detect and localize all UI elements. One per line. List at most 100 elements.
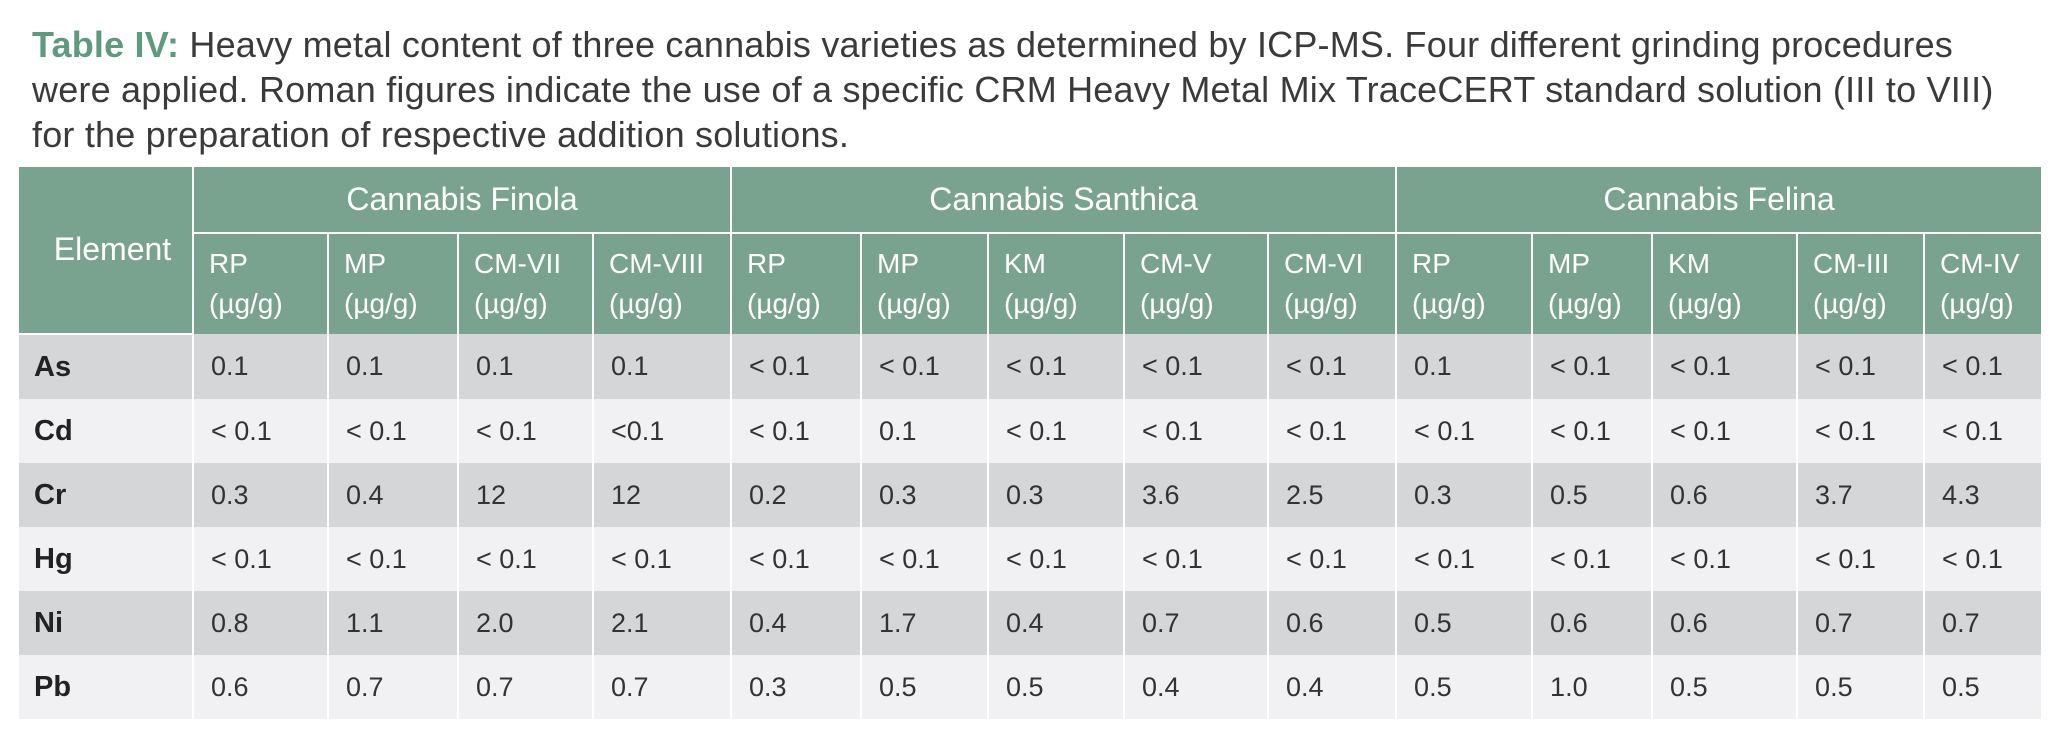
value-cell: < 0.1 [1796, 399, 1926, 463]
value-cell: < 0.1 [327, 399, 459, 463]
value-cell: 0.4 [1123, 655, 1269, 719]
value-cell: < 0.1 [860, 527, 989, 591]
value-cell: < 0.1 [1923, 527, 2044, 591]
value-cell: 0.7 [1796, 591, 1926, 655]
value-cell: 12 [457, 463, 594, 527]
value-cell: < 0.1 [1531, 334, 1654, 399]
table-row: As 0.1 0.1 0.1 0.1 < 0.1 < 0.1 < 0.1 < 0.1 < 0.1 0… [17, 334, 2044, 399]
table-row: Ni 0.8 1.1 2.0 2.1 0.4 1.7 0.4 0.7 0.6 0.5 0.6 0.6 0.… [17, 591, 2044, 655]
value-cell: 0.6 [1651, 591, 1799, 655]
table-body: As 0.1 0.1 0.1 0.1 < 0.1 < 0.1 < 0.1 < 0.1 < 0.1 0… [17, 334, 2044, 719]
value-cell: < 0.1 [1266, 399, 1398, 463]
group-header-felina: Cannabis Felina [1395, 167, 2044, 234]
value-cell: 0.1 [860, 399, 989, 463]
table-row: Pb 0.6 0.7 0.7 0.7 0.3 0.5 0.5 0.4 0.4 0.5 1.0 0.5 0.… [17, 655, 2044, 719]
value-cell: 0.6 [1531, 591, 1654, 655]
value-cell: < 0.1 [1395, 527, 1534, 591]
value-cell: 0.2 [730, 463, 862, 527]
value-cell: < 0.1 [1395, 399, 1534, 463]
column-header: CM-VI (µg/g) [1266, 233, 1398, 334]
value-cell: 0.1 [457, 334, 594, 399]
value-cell: < 0.1 [1531, 399, 1654, 463]
value-cell: 1.0 [1531, 655, 1654, 719]
value-cell: 3.7 [1796, 463, 1926, 527]
element-cell: Cd [17, 399, 194, 463]
caption-text: Heavy metal content of three cannabis va… [32, 24, 1994, 155]
value-cell: 3.6 [1123, 463, 1269, 527]
value-cell: 0.7 [1123, 591, 1269, 655]
element-cell: Ni [17, 591, 194, 655]
value-cell: < 0.1 [1651, 334, 1799, 399]
column-header: CM-III (µg/g) [1796, 233, 1926, 334]
value-cell: < 0.1 [1651, 399, 1799, 463]
column-header: CM-IV (µg/g) [1923, 233, 2044, 334]
value-cell: < 0.1 [1123, 399, 1269, 463]
table-row: Cr 0.3 0.4 12 12 0.2 0.3 0.3 3.6 2.5 0.3 0.5 0.6 3.7 4… [17, 463, 2044, 527]
value-cell: 0.5 [987, 655, 1125, 719]
column-header: MP (µg/g) [860, 233, 989, 334]
value-cell: <0.1 [592, 399, 732, 463]
value-cell: < 0.1 [860, 334, 989, 399]
value-cell: 0.4 [730, 591, 862, 655]
value-cell: 0.5 [1923, 655, 2044, 719]
value-cell: < 0.1 [592, 527, 732, 591]
value-cell: 2.1 [592, 591, 732, 655]
table-row: Cd < 0.1 < 0.1 < 0.1 <0.1 < 0.1 0.1 < 0.1 < 0.1 <… [17, 399, 2044, 463]
value-cell: 0.8 [192, 591, 329, 655]
column-header: MP (µg/g) [1531, 233, 1654, 334]
value-cell: < 0.1 [1923, 399, 2044, 463]
value-cell: 0.6 [1651, 463, 1799, 527]
heavy-metal-table: Element Cannabis Finola Cannabis Santhic… [17, 167, 2044, 719]
column-header: RP (µg/g) [1395, 233, 1534, 334]
value-cell: < 0.1 [987, 334, 1125, 399]
value-cell: 0.5 [1796, 655, 1926, 719]
value-cell: 0.3 [192, 463, 329, 527]
table-caption: Table IV: Heavy metal content of three c… [32, 22, 2032, 157]
value-cell: 2.5 [1266, 463, 1398, 527]
value-cell: 0.7 [457, 655, 594, 719]
value-cell: < 0.1 [1651, 527, 1799, 591]
element-cell: Hg [17, 527, 194, 591]
value-cell: < 0.1 [1123, 334, 1269, 399]
group-header-finola: Cannabis Finola [192, 167, 732, 234]
column-header: CM-VIII (µg/g) [592, 233, 732, 334]
element-cell: Pb [17, 655, 194, 719]
value-cell: < 0.1 [987, 399, 1125, 463]
value-cell: < 0.1 [730, 399, 862, 463]
column-header: RP (µg/g) [730, 233, 862, 334]
value-cell: 0.5 [1395, 655, 1534, 719]
column-header: MP (µg/g) [327, 233, 459, 334]
value-cell: < 0.1 [1531, 527, 1654, 591]
value-cell: 2.0 [457, 591, 594, 655]
column-header: CM-V (µg/g) [1123, 233, 1269, 334]
value-cell: 0.1 [327, 334, 459, 399]
value-cell: 0.5 [1651, 655, 1799, 719]
value-cell: < 0.1 [1266, 334, 1398, 399]
value-cell: 0.5 [1531, 463, 1654, 527]
column-header: CM-VII (µg/g) [457, 233, 594, 334]
column-header: RP (µg/g) [192, 233, 329, 334]
value-cell: 0.3 [860, 463, 989, 527]
value-cell: < 0.1 [1796, 334, 1926, 399]
value-cell: 0.4 [987, 591, 1125, 655]
value-cell: 0.1 [592, 334, 732, 399]
value-cell: 0.7 [1923, 591, 2044, 655]
table-row: Hg < 0.1 < 0.1 < 0.1 < 0.1 < 0.1 < 0.1 < 0.1 < 0… [17, 527, 2044, 591]
value-cell: 0.4 [327, 463, 459, 527]
value-cell: 0.4 [1266, 655, 1398, 719]
element-cell: Cr [17, 463, 194, 527]
value-cell: 0.5 [1395, 591, 1534, 655]
value-cell: < 0.1 [730, 334, 862, 399]
value-cell: < 0.1 [192, 399, 329, 463]
value-cell: < 0.1 [327, 527, 459, 591]
caption-label: Table IV: [32, 24, 180, 65]
value-cell: < 0.1 [730, 527, 862, 591]
value-cell: 0.3 [987, 463, 1125, 527]
value-cell: 12 [592, 463, 732, 527]
value-cell: < 0.1 [1266, 527, 1398, 591]
value-cell: 0.7 [327, 655, 459, 719]
value-cell: 0.6 [1266, 591, 1398, 655]
value-cell: 1.7 [860, 591, 989, 655]
column-header: KM (µg/g) [1651, 233, 1799, 334]
value-cell: 0.1 [1395, 334, 1534, 399]
